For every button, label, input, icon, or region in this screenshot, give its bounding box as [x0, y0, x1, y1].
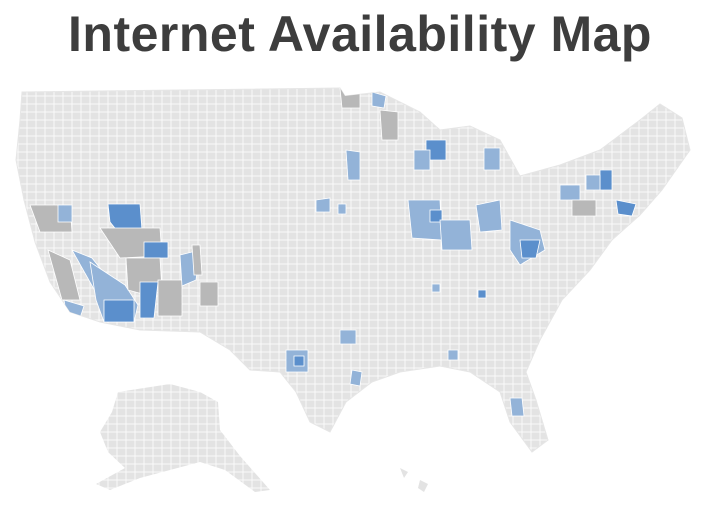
county-patch: [337, 203, 347, 215]
county-patch: [379, 109, 399, 141]
county-patch: [339, 329, 357, 345]
county-patch: [293, 355, 305, 367]
county-patch: [345, 149, 361, 181]
county-patch: [139, 281, 159, 319]
county-patch: [585, 174, 601, 191]
county-patch: [509, 397, 525, 417]
county-patch: [599, 169, 613, 191]
us-mainland: [15, 87, 691, 453]
county-patch: [571, 199, 597, 217]
county-patch: [439, 219, 473, 251]
alaska: [96, 384, 270, 492]
county-patch: [191, 244, 203, 276]
county-patch: [47, 249, 81, 301]
county-patch: [615, 199, 637, 217]
county-patch: [413, 149, 431, 171]
county-patch: [519, 239, 541, 259]
map-title: Internet Availability Map: [68, 6, 652, 62]
county-patch: [349, 369, 363, 387]
county-patch: [447, 349, 459, 361]
county-patch: [371, 91, 387, 109]
county-patch: [157, 279, 183, 317]
county-patch: [477, 289, 487, 299]
county-patch: [339, 88, 361, 109]
hawaii: [400, 468, 428, 492]
county-patch: [315, 197, 331, 213]
county-patch: [103, 299, 135, 323]
county-highlights: [29, 88, 637, 417]
county-patch: [431, 283, 441, 293]
county-patch: [199, 281, 219, 307]
county-patch: [559, 184, 581, 201]
county-patch: [57, 204, 73, 223]
county-patch: [143, 241, 169, 259]
county-patch: [483, 147, 501, 171]
county-patch: [475, 199, 503, 233]
